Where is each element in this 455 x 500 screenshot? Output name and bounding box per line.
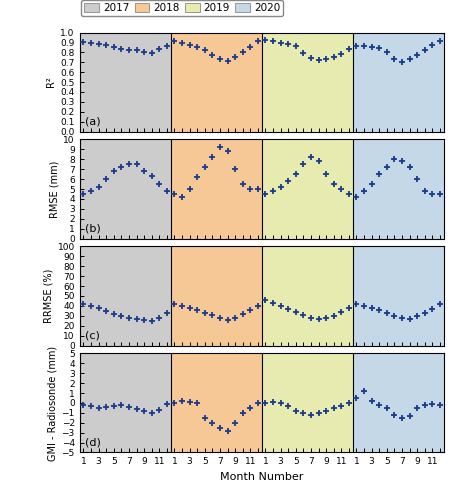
- Y-axis label: RMSE (mm): RMSE (mm): [49, 160, 59, 218]
- Bar: [171, 32, 262, 132]
- Bar: [171, 140, 262, 238]
- Legend: 2017, 2018, 2019, 2020: 2017, 2018, 2019, 2020: [81, 0, 283, 16]
- Y-axis label: R²: R²: [46, 76, 56, 88]
- Bar: [262, 140, 353, 238]
- Bar: [80, 140, 171, 238]
- Bar: [262, 354, 353, 452]
- Text: (b): (b): [85, 224, 101, 234]
- X-axis label: Month Number: Month Number: [220, 472, 303, 482]
- Bar: [262, 246, 353, 346]
- Bar: [171, 354, 262, 452]
- Bar: [262, 32, 353, 132]
- Y-axis label: RRMSE (%): RRMSE (%): [43, 269, 53, 323]
- Text: (c): (c): [85, 330, 100, 340]
- Text: (a): (a): [85, 116, 101, 126]
- Bar: [80, 354, 171, 452]
- Bar: [80, 246, 171, 346]
- Y-axis label: GMI - Radiosonde (mm): GMI - Radiosonde (mm): [47, 346, 57, 461]
- Bar: [353, 32, 444, 132]
- Bar: [353, 354, 444, 452]
- Bar: [353, 246, 444, 346]
- Bar: [171, 246, 262, 346]
- Bar: [80, 32, 171, 132]
- Text: (d): (d): [85, 438, 101, 448]
- Bar: [353, 140, 444, 238]
